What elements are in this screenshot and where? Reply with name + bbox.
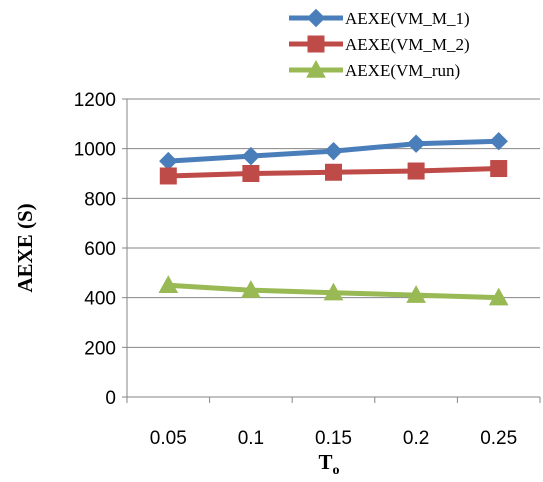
x-axis-title-subscript: o	[333, 463, 340, 478]
data-point-2-3	[325, 163, 342, 181]
y-tick-label: 200	[84, 338, 116, 359]
legend-label: AEXE(VM_M_1)	[345, 9, 470, 28]
series-group	[158, 132, 509, 306]
y-tick-label: 800	[84, 189, 116, 210]
y-tick-label: 600	[84, 239, 116, 260]
x-axis-title: To	[318, 450, 339, 478]
y-tick-label: 0	[105, 388, 116, 409]
x-axis-title-main: T	[318, 450, 332, 474]
axes	[126, 99, 540, 398]
x-tick-label: 0.2	[403, 428, 429, 449]
data-point-1-5	[489, 132, 508, 151]
data-point-1-2	[241, 146, 261, 166]
data-point-2-2	[242, 165, 260, 182]
series-3	[158, 275, 509, 306]
x-tick-labels: 0.05 0.1 0.15 0.2 0.25	[150, 428, 517, 449]
x-tick-label: 0.25	[480, 428, 517, 449]
y-tick-label: 400	[84, 289, 116, 310]
series-2	[159, 160, 508, 185]
data-point-3-3	[323, 282, 344, 301]
legend-item-1: AEXE(VM_M_1)	[289, 8, 470, 28]
data-point-2-1	[159, 167, 177, 185]
data-point-2-4	[407, 162, 425, 180]
y-tick-labels: 0 200 400 600 800 1000 1200	[74, 90, 116, 409]
data-point-2-5	[490, 160, 508, 178]
data-point-3-5	[488, 287, 509, 306]
x-tick-label: 0.1	[238, 428, 264, 449]
data-point-3-1	[158, 275, 179, 293]
y-tick-label: 1000	[74, 140, 116, 161]
x-tick-label: 0.05	[150, 428, 187, 449]
legend-marker	[307, 35, 325, 53]
series-1	[159, 132, 508, 171]
data-point-1-3	[324, 141, 343, 161]
legend-item-2: AEXE(VM_M_2)	[289, 35, 470, 54]
y-tick-label: 1200	[74, 90, 116, 111]
legend: AEXE(VM_M_1) AEXE(VM_M_2) AEXE(VM_run)	[289, 8, 470, 80]
legend-label: AEXE(VM_M_2)	[345, 35, 470, 54]
y-axis-title: AEXE (S)	[13, 203, 37, 292]
legend-label: AEXE(VM_run)	[345, 61, 460, 80]
legend-marker	[306, 8, 326, 28]
legend-marker	[306, 59, 326, 78]
data-point-1-1	[159, 151, 178, 171]
x-tick-label: 0.15	[315, 428, 352, 449]
data-point-3-4	[406, 285, 426, 303]
data-point-3-2	[241, 280, 261, 298]
data-point-1-4	[406, 134, 426, 153]
legend-item-3: AEXE(VM_run)	[289, 59, 460, 80]
